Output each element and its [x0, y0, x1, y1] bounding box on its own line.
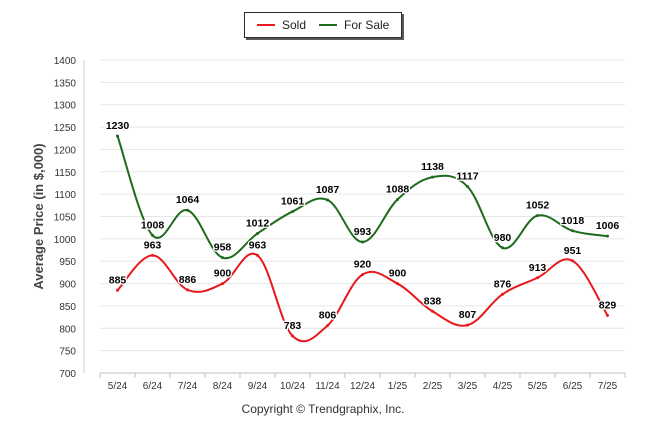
- data-label-for-sale: 1138: [421, 161, 444, 173]
- data-point-for-sale: [606, 234, 609, 238]
- data-point-for-sale: [361, 240, 364, 244]
- data-label-sold: 920: [354, 259, 372, 271]
- data-label-sold: 838: [424, 295, 442, 307]
- x-tick-label: 5/25: [528, 381, 548, 392]
- data-label-for-sale: 1117: [456, 171, 478, 183]
- data-point-sold: [151, 253, 154, 257]
- x-tick-label: 3/25: [458, 381, 478, 392]
- data-label-for-sale: 1230: [106, 120, 130, 132]
- data-point-for-sale: [116, 134, 119, 138]
- data-label-sold: 963: [144, 239, 162, 251]
- y-tick-label: 1300: [54, 101, 77, 112]
- data-label-sold: 913: [529, 262, 547, 274]
- data-label-sold: 876: [494, 278, 512, 290]
- data-point-sold: [571, 259, 574, 263]
- legend-forsale-swatch: [319, 24, 337, 26]
- data-point-for-sale: [256, 231, 259, 235]
- data-label-sold: 900: [389, 268, 407, 280]
- data-point-for-sale: [186, 208, 189, 212]
- y-tick-label: 850: [59, 302, 76, 313]
- data-point-sold: [221, 282, 224, 286]
- data-label-for-sale: 1088: [386, 184, 410, 196]
- y-tick-label: 950: [59, 257, 76, 268]
- data-point-sold: [361, 273, 364, 277]
- legend-forsale-label: For Sale: [344, 18, 390, 32]
- data-label-for-sale: 1064: [176, 194, 200, 206]
- data-point-sold: [291, 334, 294, 338]
- data-label-sold: 886: [179, 274, 197, 286]
- data-label-sold: 783: [284, 320, 302, 332]
- x-tick-label: 12/24: [350, 381, 375, 392]
- y-tick-label: 800: [59, 324, 76, 335]
- data-label-sold: 885: [109, 274, 127, 286]
- legend-sold-swatch: [257, 24, 275, 26]
- x-tick-label: 9/24: [248, 381, 268, 392]
- x-tick-label: 7/24: [178, 381, 198, 392]
- y-tick-label: 1050: [54, 213, 77, 224]
- y-axis-title: Average Price (in $,000): [31, 143, 46, 289]
- data-point-for-sale: [431, 175, 434, 179]
- x-tick-label: 4/25: [493, 381, 513, 392]
- x-tick-label: 8/24: [213, 381, 233, 392]
- data-point-sold: [466, 323, 469, 327]
- data-label-for-sale: 1061: [281, 196, 305, 208]
- data-point-for-sale: [501, 246, 504, 250]
- data-label-for-sale: 1052: [526, 200, 550, 212]
- data-point-for-sale: [571, 229, 574, 233]
- copyright-footer: Copyright © Trendgraphix, Inc.: [241, 402, 405, 416]
- data-point-for-sale: [326, 198, 329, 202]
- data-point-sold: [431, 309, 434, 313]
- data-label-for-sale: 1018: [561, 215, 585, 227]
- x-tick-label: 11/24: [315, 381, 340, 392]
- data-point-sold: [396, 282, 399, 286]
- data-point-for-sale: [221, 256, 224, 260]
- y-tick-label: 1150: [54, 168, 76, 179]
- data-label-for-sale: 1012: [246, 217, 270, 229]
- legend-sold-label: Sold: [282, 18, 307, 32]
- data-point-for-sale: [396, 198, 399, 202]
- y-tick-label: 1350: [54, 78, 77, 89]
- y-tick-label: 1100: [54, 190, 76, 201]
- y-tick-label: 750: [59, 347, 76, 358]
- y-tick-label: 1200: [54, 145, 77, 156]
- x-tick-label: 10/24: [280, 381, 305, 392]
- data-label-sold: 806: [319, 310, 337, 322]
- data-label-for-sale: 1008: [141, 219, 165, 231]
- x-tick-label: 1/25: [388, 381, 408, 392]
- x-tick-label: 7/25: [598, 381, 618, 392]
- data-label-sold: 963: [249, 239, 267, 251]
- x-tick-label: 5/24: [108, 381, 128, 392]
- data-label-for-sale: 980: [494, 232, 512, 244]
- data-point-sold: [536, 276, 539, 280]
- y-tick-label: 900: [59, 280, 76, 291]
- y-tick-label: 1400: [54, 56, 77, 67]
- data-point-sold: [606, 313, 609, 317]
- x-tick-label: 6/25: [563, 381, 583, 392]
- y-tick-label: 1000: [54, 235, 77, 246]
- data-point-for-sale: [536, 214, 539, 218]
- data-point-sold: [186, 288, 189, 292]
- data-label-for-sale: 1006: [596, 220, 620, 232]
- data-point-for-sale: [151, 233, 154, 237]
- data-label-for-sale: 958: [214, 242, 232, 254]
- x-tick-label: 2/25: [423, 381, 443, 392]
- x-tick-label: 6/24: [143, 381, 163, 392]
- data-label-sold: 951: [564, 245, 582, 257]
- legend: Sold For Sale: [244, 12, 402, 38]
- data-point-sold: [326, 324, 329, 328]
- y-tick-label: 1250: [54, 123, 77, 134]
- data-label-for-sale: 993: [354, 226, 372, 238]
- data-label-sold: 829: [599, 299, 617, 311]
- data-point-sold: [501, 292, 504, 296]
- y-tick-label: 700: [59, 369, 76, 380]
- data-point-for-sale: [291, 210, 294, 214]
- data-label-for-sale: 1087: [316, 184, 340, 196]
- data-point-for-sale: [466, 185, 469, 189]
- data-label-sold: 807: [459, 309, 477, 321]
- data-label-sold: 900: [214, 268, 232, 280]
- data-point-sold: [116, 288, 119, 292]
- data-point-sold: [256, 253, 259, 257]
